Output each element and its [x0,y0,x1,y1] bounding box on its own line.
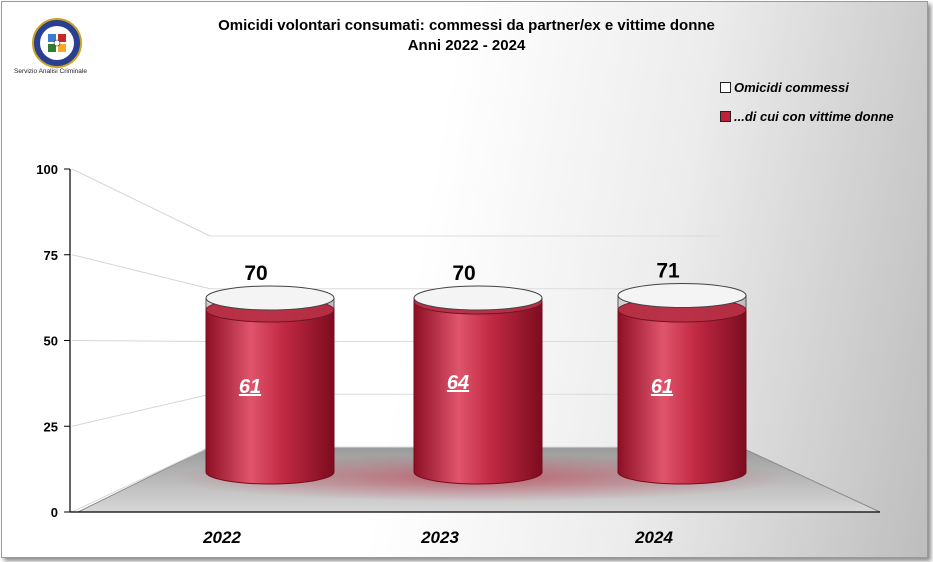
bar-vittime-donne-2023 [413,301,543,485]
legend-item-vittime-donne: ...di cui con vittime donne [720,109,894,124]
chart-title-block: Omicidi volontari consumati: commessi da… [0,16,933,56]
axes: 0 25 50 75 100 [36,162,880,520]
legend-item-omicidi: Omicidi commessi [720,80,849,95]
labels: 70 61 2022 70 64 2023 71 61 2024 [202,260,680,547]
police-emblem-icon [32,18,82,68]
grid-line-diagonal [71,393,211,427]
bar-omicidi-top-2024 [617,283,747,309]
x-tick-label-2024: 2024 [634,528,673,547]
bar-vittime-donne-2024 [617,309,747,485]
bar-omicidi-top-2023 [413,285,543,311]
x-tick-label-2022: 2022 [202,528,241,547]
data-label-omicidi-2024: 71 [656,260,680,283]
data-label-vittime-donne-2023: 64 [447,372,469,394]
chart-title: Omicidi volontari consumati: commessi da… [218,17,715,34]
grid-line-diagonal [71,340,211,342]
y-tick-label: 75 [44,248,58,263]
y-tick-label: 50 [44,334,58,349]
logo-caption: Servizio Analisi Criminale [14,68,87,75]
bar-vittime-donne-2022 [205,309,335,485]
legend-swatch [720,82,731,93]
legend-label: Omicidi commessi [734,80,849,95]
grid-line-diagonal [71,446,211,513]
legend-label: ...di cui con vittime donne [734,109,894,124]
x-tick-label-2023: 2023 [420,528,459,547]
y-tick-label: 100 [36,162,58,177]
legend-swatch [720,111,731,122]
chart-subtitle: Anni 2022 - 2024 [407,37,526,54]
data-label-vittime-donne-2022: 61 [239,376,261,398]
grid-line-diagonal [71,254,211,290]
data-label-omicidi-2022: 70 [244,262,267,285]
bars [205,283,747,485]
y-tick-label: 0 [51,505,58,520]
data-label-omicidi-2023: 70 [452,262,475,285]
grid-line-diagonal [71,168,211,237]
y-tick-label: 25 [44,419,58,434]
data-label-vittime-donne-2024: 61 [651,376,673,398]
bar-omicidi-top-2022 [205,285,335,311]
